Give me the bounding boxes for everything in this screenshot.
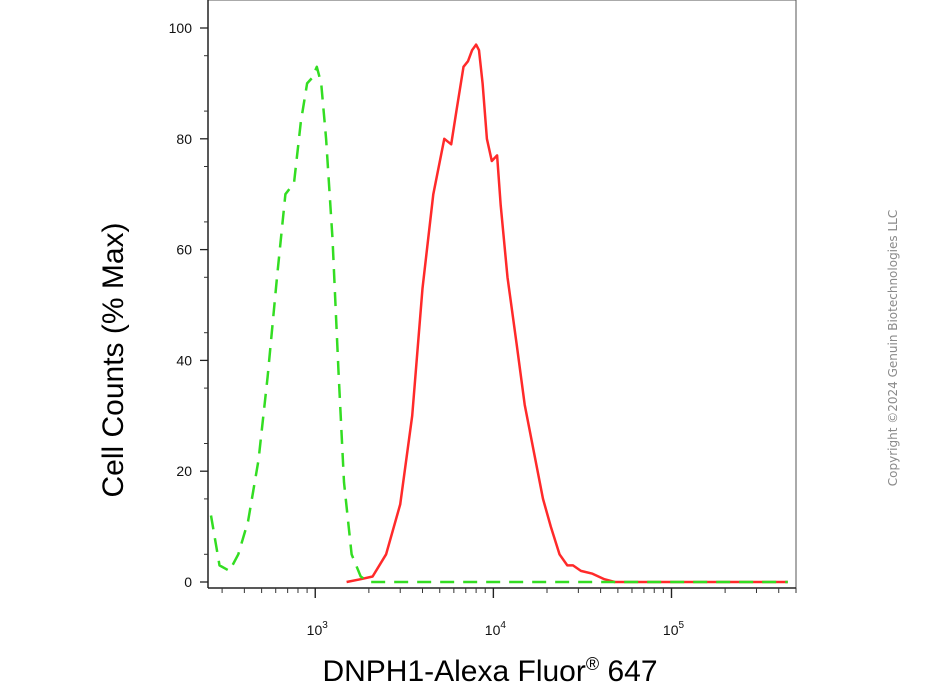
y-axis-title: Cell Counts (% Max) — [97, 222, 130, 497]
x-axis-ticks: 103 104 105 — [221, 588, 797, 638]
y-tick-label: 100 — [169, 20, 193, 36]
y-tick-label: 20 — [176, 463, 192, 479]
x-axis-title-registered-mark: ® — [586, 654, 599, 674]
y-tick-label: 40 — [176, 352, 192, 368]
x-axis-title-main: DNPH1-Alexa Fluor — [322, 655, 585, 688]
sample-histogram-line — [346, 43, 788, 584]
x-tick-label-exponent: 4 — [500, 620, 506, 631]
x-tick-label-base: 10 — [663, 622, 679, 638]
x-tick-label: 105 — [663, 620, 685, 638]
x-tick-label-base: 10 — [485, 622, 501, 638]
y-tick-label: 0 — [184, 574, 192, 590]
x-axis-title-suffix: 647 — [599, 655, 657, 688]
x-tick-label: 104 — [485, 620, 507, 638]
y-tick-label: 60 — [176, 242, 192, 258]
x-tick-label-exponent: 3 — [322, 620, 328, 631]
y-axis-ticks: 0 20 40 60 80 100 — [169, 20, 208, 590]
y-tick-label: 80 — [176, 131, 192, 147]
copyright-watermark: Copyright ©2024 Genuin Biotechnologies L… — [886, 210, 900, 486]
x-tick-label-exponent: 5 — [679, 620, 685, 631]
x-tick-label: 103 — [307, 620, 329, 638]
plot-frame — [207, 0, 797, 589]
x-axis-title: DNPH1-Alexa Fluor® 647 — [322, 654, 657, 688]
x-tick-label-base: 10 — [307, 622, 323, 638]
series-layer — [209, 43, 788, 584]
control-histogram-line — [209, 65, 788, 584]
